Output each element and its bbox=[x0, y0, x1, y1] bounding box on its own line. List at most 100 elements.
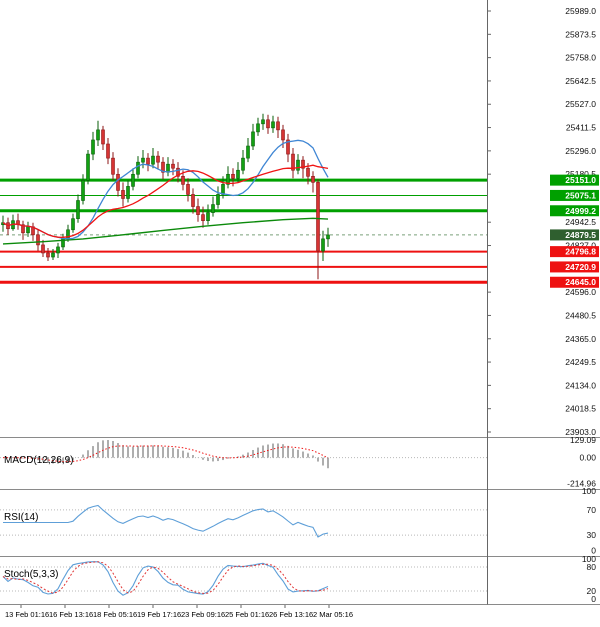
candle-body bbox=[206, 212, 210, 221]
candle-body bbox=[266, 119, 270, 129]
candle-body bbox=[216, 194, 220, 205]
rsi-line bbox=[3, 504, 329, 538]
resistance-2-label: 25075.1 bbox=[565, 190, 596, 200]
stoch-k-line bbox=[2, 561, 329, 596]
macd-axis-label: 129.09 bbox=[570, 435, 596, 445]
candle-body bbox=[171, 163, 175, 169]
candle-body bbox=[26, 226, 30, 234]
stoch-axis-label: 20 bbox=[587, 586, 597, 596]
support-2-box bbox=[550, 261, 599, 273]
price-tick-label: 23903.0 bbox=[565, 427, 596, 437]
candle-body bbox=[106, 143, 110, 159]
candle-body bbox=[251, 131, 255, 147]
candle-body bbox=[316, 182, 320, 252]
candle-body bbox=[121, 190, 125, 199]
stoch-d-line bbox=[2, 561, 329, 594]
candle-body bbox=[296, 159, 300, 171]
candle-body bbox=[231, 173, 235, 179]
time-label: 2 Mar 05:16 bbox=[313, 610, 353, 619]
rsi-axis-label: 30 bbox=[587, 530, 597, 540]
candle-body bbox=[101, 129, 105, 145]
candle-body bbox=[301, 159, 305, 169]
candle-body bbox=[161, 161, 165, 173]
macd-indicator-label: MACD(12,26,9) bbox=[4, 455, 74, 466]
candle-body bbox=[306, 167, 310, 177]
support-1-label: 24796.8 bbox=[565, 247, 596, 257]
stoch-axis-label: 80 bbox=[587, 562, 597, 572]
candle-body bbox=[311, 175, 315, 183]
time-label: 19 Feb 17:16 bbox=[137, 610, 181, 619]
stoch-axis-label: 100 bbox=[582, 554, 596, 564]
candle-body bbox=[246, 145, 250, 159]
candle-body bbox=[176, 167, 180, 177]
candle-body bbox=[71, 218, 75, 231]
resistance-1-box bbox=[550, 174, 599, 186]
candle-body bbox=[86, 153, 90, 181]
candle-body bbox=[281, 129, 285, 141]
price-tick-label: 24596.0 bbox=[565, 287, 596, 297]
time-label: 23 Feb 09:16 bbox=[181, 610, 225, 619]
price-tick-label: 25527.0 bbox=[565, 99, 596, 109]
candle-body bbox=[126, 186, 130, 199]
price-tick-label: 24942.5 bbox=[565, 217, 596, 227]
candle-body bbox=[76, 200, 80, 219]
price-tick-label: 25873.5 bbox=[565, 29, 596, 39]
time-label: 25 Feb 01:16 bbox=[225, 610, 269, 619]
resistance-2-box bbox=[550, 189, 599, 201]
candle-body bbox=[21, 224, 25, 234]
current-price-box bbox=[550, 229, 599, 241]
candle-body bbox=[46, 252, 50, 258]
price-tick-label: 24134.0 bbox=[565, 380, 596, 390]
candle-body bbox=[191, 194, 195, 207]
support-3-label: 24645.0 bbox=[565, 277, 596, 287]
candle-body bbox=[166, 163, 170, 173]
resistance-3-label: 24999.2 bbox=[565, 206, 596, 216]
time-label: 16 Feb 13:16 bbox=[49, 610, 93, 619]
candle-body bbox=[211, 204, 215, 213]
candle-body bbox=[256, 123, 260, 133]
candle-body bbox=[196, 206, 200, 215]
time-label: 26 Feb 13:16 bbox=[269, 610, 313, 619]
candle-body bbox=[91, 139, 95, 155]
candle-body bbox=[276, 121, 280, 131]
resistance-1-label: 25151.0 bbox=[565, 175, 596, 185]
candle-body bbox=[326, 234, 330, 240]
price-tick-label: 24827.0 bbox=[565, 241, 596, 251]
candle-body bbox=[51, 252, 55, 258]
candle-body bbox=[261, 119, 265, 125]
price-tick-label: 25296.0 bbox=[565, 146, 596, 156]
support-1-box bbox=[550, 246, 599, 258]
candle-body bbox=[271, 121, 275, 129]
price-tick-label: 24249.5 bbox=[565, 357, 596, 367]
candle-body bbox=[201, 214, 205, 221]
candle-body bbox=[321, 238, 325, 252]
ma-green-line bbox=[2, 217, 329, 245]
candle-body bbox=[146, 157, 150, 165]
rsi-indicator-label: RSI(14) bbox=[4, 512, 39, 523]
candle-body bbox=[286, 139, 290, 155]
current-price-label: 24879.5 bbox=[565, 230, 596, 240]
price-tick-label: 24018.5 bbox=[565, 404, 596, 414]
candle-body bbox=[36, 234, 40, 246]
price-tick-label: 25411.5 bbox=[566, 123, 596, 133]
price-tick-label: 25180.5 bbox=[565, 169, 596, 179]
price-tick-label: 25989.0 bbox=[565, 6, 596, 16]
candle-body bbox=[236, 169, 240, 179]
macd-signal-line bbox=[2, 445, 329, 463]
price-tick-label: 25758.0 bbox=[565, 53, 596, 63]
candle-body bbox=[151, 155, 155, 165]
candle-body bbox=[81, 180, 85, 201]
support-3-box bbox=[550, 276, 599, 288]
candle-body bbox=[291, 153, 295, 171]
price-tick-label: 24480.5 bbox=[565, 310, 596, 320]
price-tick-label: 24365.0 bbox=[565, 334, 596, 344]
candle-body bbox=[156, 155, 160, 163]
time-label: 18 Feb 05:16 bbox=[93, 610, 137, 619]
candle-body bbox=[136, 161, 140, 175]
ma-blue-line bbox=[2, 139, 329, 240]
rsi-axis-label: 0 bbox=[591, 546, 596, 556]
candle-body bbox=[141, 157, 145, 163]
candle-body bbox=[41, 244, 45, 254]
